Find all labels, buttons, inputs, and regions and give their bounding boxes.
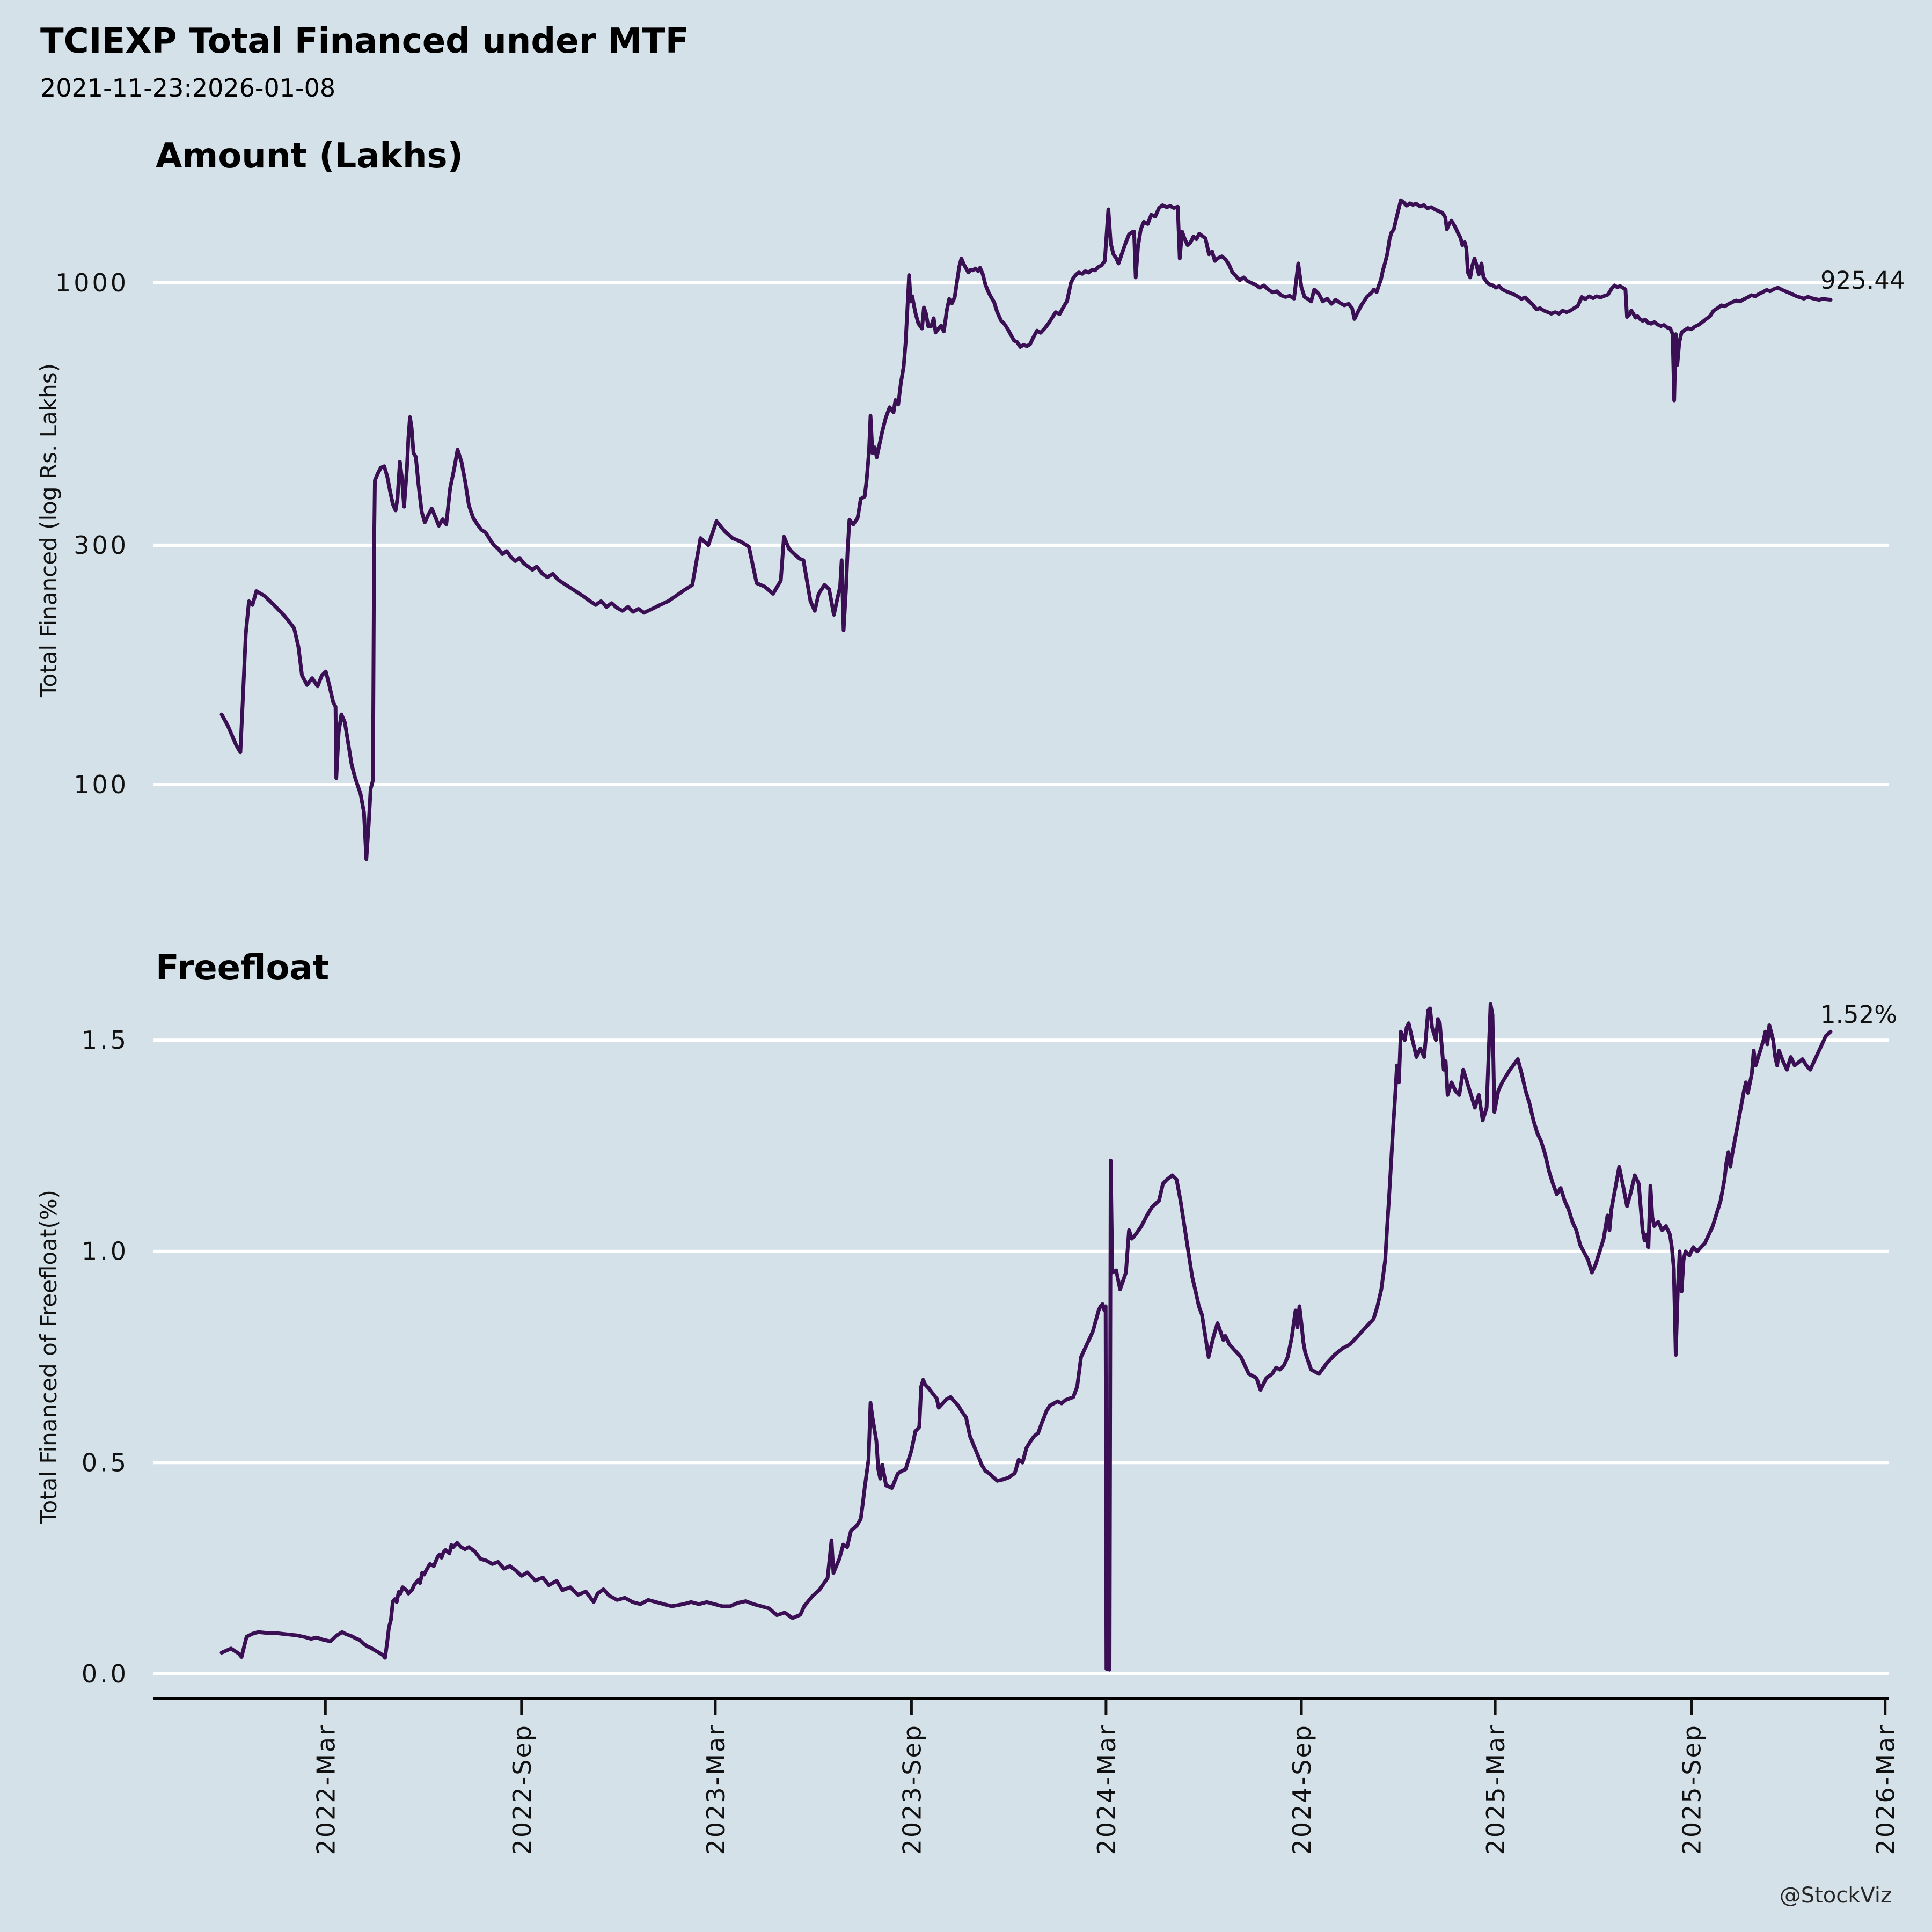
freefloat-ytick-label-1.0: 1.0	[82, 1237, 129, 1266]
freefloat-ytick-label-0.0: 0.0	[82, 1659, 129, 1688]
x-tick-label-2025-Sep: 2025-Sep	[1678, 1724, 1707, 1855]
amount-y-axis-label: Total Financed (log Rs. Lakhs)	[35, 363, 62, 698]
freefloat-ytick-label-0.5: 0.5	[82, 1448, 129, 1477]
freefloat-ytick-label-1.5: 1.5	[82, 1026, 129, 1055]
amount-ytick-label-1000: 1000	[55, 268, 129, 297]
watermark: @StockViz	[1780, 1883, 1892, 1908]
amount-ytick-labels: 1000 300 100	[55, 268, 129, 799]
x-tick-label-2024-Mar: 2024-Mar	[1092, 1724, 1121, 1855]
amount-ytick-label-100: 100	[74, 770, 129, 799]
chart-subtitle: 2021-11-23:2026-01-08	[40, 74, 335, 103]
freefloat-series-line	[219, 1002, 1833, 1672]
x-axis: 2022-Mar 2022-Sep 2023-Mar 2023-Sep 2024-Mar…	[153, 1697, 1900, 1855]
x-tick-label-2026-Mar: 2026-Mar	[1871, 1724, 1900, 1855]
x-tick-group: 2022-Mar 2022-Sep 2023-Mar 2023-Sep 2024-Mar…	[311, 1699, 1900, 1855]
amount-gridlines	[153, 281, 1889, 786]
x-tick-label-2023-Sep: 2023-Sep	[897, 1724, 926, 1855]
amount-end-value-label: 925.44	[1820, 266, 1905, 295]
x-tick-label-2022-Sep: 2022-Sep	[508, 1724, 537, 1855]
amount-series-line	[219, 198, 1833, 861]
freefloat-panel-title: Freefloat	[156, 948, 329, 988]
amount-panel: Amount (Lakhs) Total Financed (log Rs. L…	[35, 136, 1905, 861]
freefloat-y-axis-label: Total Financed of Freefloat(%)	[35, 1190, 62, 1524]
freefloat-ytick-labels: 1.5 1.0 0.5 0.0	[82, 1026, 129, 1688]
freefloat-end-value-label: 1.52%	[1820, 1000, 1897, 1029]
x-tick-label-2023-Mar: 2023-Mar	[701, 1724, 730, 1855]
amount-panel-title: Amount (Lakhs)	[156, 136, 463, 176]
x-tick-label-2025-Mar: 2025-Mar	[1481, 1724, 1510, 1855]
chart-title: TCIEXP Total Financed under MTF	[40, 21, 689, 61]
x-tick-label-2022-Mar: 2022-Mar	[311, 1724, 340, 1855]
freefloat-panel: Freefloat Total Financed of Freefloat(%)…	[35, 948, 1897, 1688]
amount-ytick-label-300: 300	[74, 531, 129, 560]
x-tick-label-2024-Sep: 2024-Sep	[1287, 1724, 1316, 1855]
